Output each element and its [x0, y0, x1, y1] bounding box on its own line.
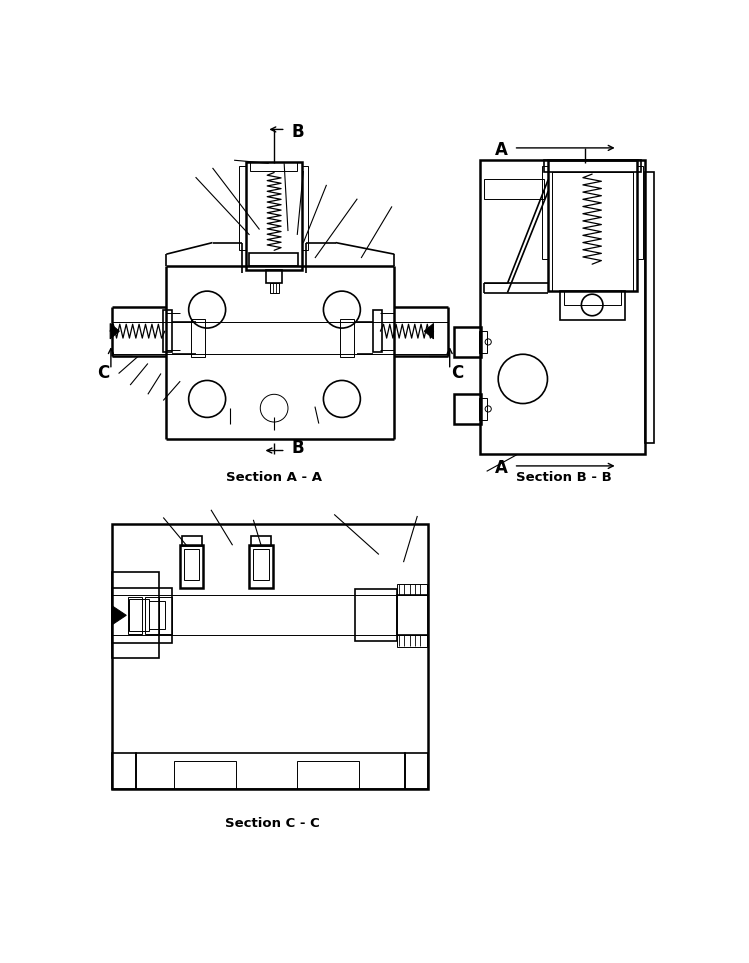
Bar — [479, 331, 487, 352]
Bar — [112, 753, 136, 790]
Bar — [174, 761, 236, 790]
Bar — [405, 753, 428, 790]
Bar — [136, 753, 405, 790]
Bar — [250, 162, 297, 171]
Bar — [560, 291, 625, 321]
Bar — [145, 597, 159, 634]
Text: Section B - B: Section B - B — [516, 471, 611, 484]
Bar — [397, 636, 427, 647]
Bar — [249, 252, 298, 267]
Bar — [545, 160, 640, 171]
Text: Section A - A: Section A - A — [226, 471, 322, 484]
Bar — [644, 171, 654, 443]
Bar — [267, 270, 282, 283]
Bar — [637, 167, 643, 259]
Text: C: C — [97, 364, 109, 381]
Bar — [340, 319, 354, 357]
Bar — [355, 589, 397, 641]
Bar — [159, 597, 172, 634]
Bar — [184, 549, 199, 580]
Bar — [397, 584, 427, 595]
Bar — [270, 283, 279, 293]
Polygon shape — [110, 324, 119, 339]
Bar — [552, 171, 633, 291]
Bar — [542, 167, 548, 259]
Bar — [548, 160, 637, 291]
Bar — [112, 595, 428, 636]
Bar — [481, 160, 644, 455]
Text: Section C - C: Section C - C — [225, 818, 320, 830]
Bar — [397, 595, 428, 636]
Bar — [112, 587, 172, 643]
Bar — [479, 398, 487, 420]
Polygon shape — [112, 606, 127, 625]
Bar — [240, 166, 246, 250]
Text: B: B — [291, 439, 303, 457]
Bar — [246, 162, 302, 270]
Bar — [181, 545, 203, 587]
Bar — [112, 572, 159, 659]
Bar — [112, 524, 428, 790]
Bar — [149, 602, 165, 629]
Bar — [128, 597, 142, 634]
Bar — [249, 545, 273, 587]
Bar — [455, 394, 482, 424]
Text: A: A — [494, 459, 508, 478]
Bar — [163, 310, 172, 351]
Bar — [564, 291, 622, 305]
Bar — [455, 327, 482, 356]
Bar — [182, 536, 201, 546]
Bar — [485, 179, 545, 198]
Text: A: A — [494, 142, 508, 159]
Bar — [251, 536, 271, 546]
Text: C: C — [451, 364, 464, 381]
Bar — [302, 166, 308, 250]
Bar — [130, 599, 148, 632]
Bar — [191, 319, 204, 357]
Polygon shape — [424, 324, 434, 339]
Text: B: B — [291, 122, 303, 141]
Bar — [373, 310, 382, 351]
Bar — [297, 761, 359, 790]
Bar — [253, 549, 269, 580]
